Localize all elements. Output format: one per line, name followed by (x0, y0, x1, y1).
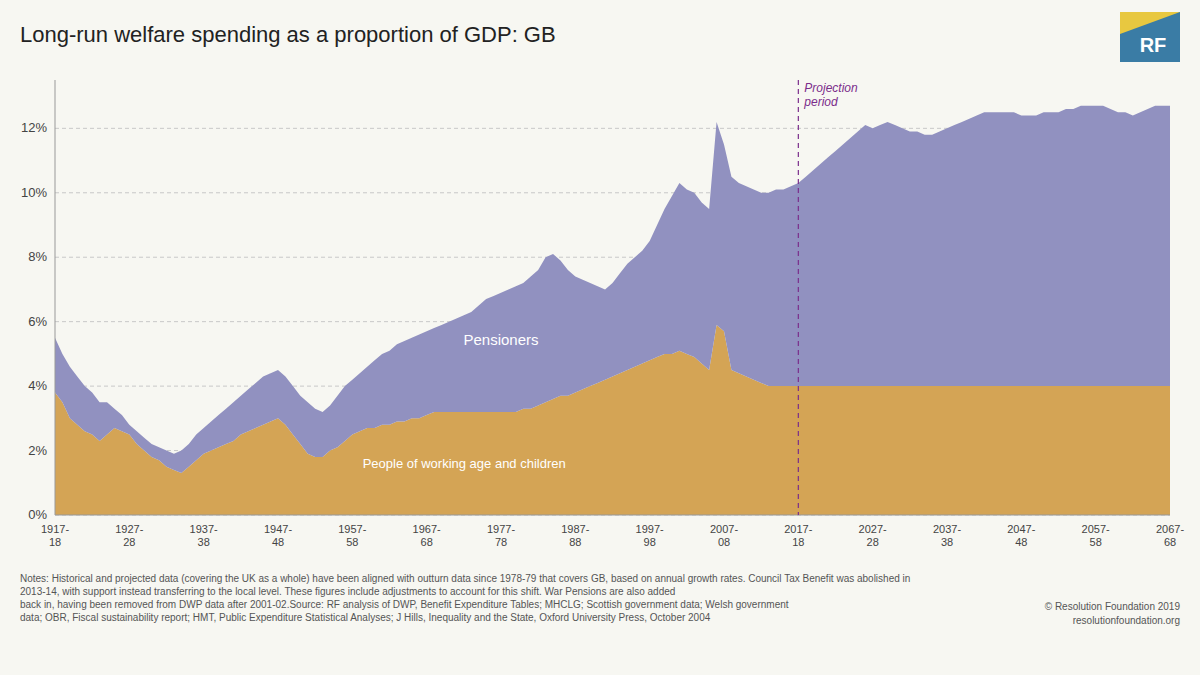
annotation: Projectionperiod (803, 81, 858, 109)
text-line: 1937- (190, 523, 218, 535)
projection-line (798, 80, 799, 515)
series-label: People of working age and children (363, 456, 566, 471)
x-tick-label: 2027-28 (859, 523, 887, 548)
text-line: 1957- (338, 523, 366, 535)
area (55, 106, 1170, 473)
text-line: 2027- (859, 523, 887, 535)
notes: Notes: Historical and projected data (co… (20, 572, 920, 624)
text-line: 1977- (487, 523, 515, 535)
x-tick-label: 1977-78 (487, 523, 515, 548)
logo-triangle (1120, 12, 1180, 34)
x-ticks: 1917-181927-281937-381947-481957-581967-… (41, 523, 1184, 548)
text-line: 2057- (1082, 523, 1110, 535)
text-line: 48 (1015, 536, 1027, 548)
grid-line (55, 515, 1170, 516)
x-tick-label: 1987-88 (561, 523, 589, 548)
logo-box (1120, 12, 1180, 62)
y-tick-label: 2% (28, 443, 47, 458)
text-line: 88 (569, 536, 581, 548)
x-tick-label: 1967-68 (413, 523, 441, 548)
text-line: 1997- (636, 523, 664, 535)
text-line: 1967- (413, 523, 441, 535)
text-line: 1987- (561, 523, 589, 535)
text-line: 1917- (41, 523, 69, 535)
text-line: Projection (804, 81, 858, 95)
series-label: Pensioners (463, 331, 538, 348)
text-line: 2007- (710, 523, 738, 535)
y-axis-line (55, 80, 56, 515)
y-tick-label: 10% (21, 185, 47, 200)
x-tick-label: 1927-28 (115, 523, 143, 548)
text-line: 1947- (264, 523, 292, 535)
text-line: 38 (941, 536, 953, 548)
y-tick-label: 8% (28, 249, 47, 264)
text-line: period (803, 95, 838, 109)
text-line: 18 (792, 536, 804, 548)
y-tick-label: 6% (28, 314, 47, 329)
x-tick-label: 2067-68 (1156, 523, 1184, 548)
text-line: 08 (718, 536, 730, 548)
text-line: 98 (644, 536, 656, 548)
x-tick-label: 2007-08 (710, 523, 738, 548)
copyright: © Resolution Foundation 2019 resolutionf… (940, 600, 1180, 627)
text-line: 2037- (933, 523, 961, 535)
text-line: 58 (346, 536, 358, 548)
text-line: 78 (495, 536, 507, 548)
text-line: 28 (867, 536, 879, 548)
text-line: 2047- (1007, 523, 1035, 535)
logo-text: RF (1140, 34, 1167, 56)
text-line: 1927- (115, 523, 143, 535)
page: {"chart_data": { "type": "area", "stacke… (0, 0, 1200, 675)
x-tick-label: 2037-38 (933, 523, 961, 548)
x-tick-label: 1937-38 (190, 523, 218, 548)
text-line: 68 (421, 536, 433, 548)
text-line: 48 (272, 536, 284, 548)
text-line: 58 (1090, 536, 1102, 548)
text-line: 2017- (784, 523, 812, 535)
x-tick-label: 1997-98 (636, 523, 664, 548)
areas (55, 106, 1170, 515)
x-tick-label: 1947-48 (264, 523, 292, 548)
x-tick-label: 2057-58 (1082, 523, 1110, 548)
text-line: 38 (198, 536, 210, 548)
x-tick-label: 2047-48 (1007, 523, 1035, 548)
text-line: 28 (123, 536, 135, 548)
text-line: 68 (1164, 536, 1176, 548)
text-line: 2067- (1156, 523, 1184, 535)
x-axis-line (55, 515, 1170, 516)
x-tick-label: 1917-18 (41, 523, 69, 548)
x-tick-label: 2017-18 (784, 523, 812, 548)
y-tick-label: 12% (21, 120, 47, 135)
text-line: 18 (49, 536, 61, 548)
y-tick-label: 0% (28, 507, 47, 522)
x-tick-label: 1957-58 (338, 523, 366, 548)
y-tick-label: 4% (28, 378, 47, 393)
logo: RF (1120, 12, 1180, 62)
title: Long-run welfare spending as a proportio… (20, 22, 556, 47)
